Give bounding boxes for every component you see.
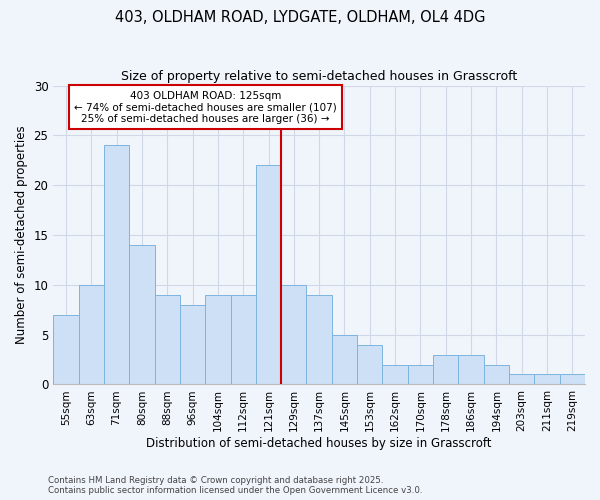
Bar — [560, 374, 585, 384]
Text: 403 OLDHAM ROAD: 125sqm
← 74% of semi-detached houses are smaller (107)
25% of s: 403 OLDHAM ROAD: 125sqm ← 74% of semi-de… — [74, 90, 337, 124]
Bar — [230, 295, 256, 384]
Bar — [332, 334, 357, 384]
Bar — [180, 305, 205, 384]
Bar — [53, 314, 79, 384]
Text: 403, OLDHAM ROAD, LYDGATE, OLDHAM, OL4 4DG: 403, OLDHAM ROAD, LYDGATE, OLDHAM, OL4 4… — [115, 10, 485, 25]
Bar — [129, 245, 155, 384]
Bar — [307, 295, 332, 384]
Bar — [458, 354, 484, 384]
Bar — [382, 364, 408, 384]
Bar — [104, 146, 129, 384]
Bar — [281, 285, 307, 384]
X-axis label: Distribution of semi-detached houses by size in Grasscroft: Distribution of semi-detached houses by … — [146, 437, 492, 450]
Bar — [357, 344, 382, 385]
Bar — [484, 364, 509, 384]
Bar — [155, 295, 180, 384]
Bar — [205, 295, 230, 384]
Bar — [256, 166, 281, 384]
Title: Size of property relative to semi-detached houses in Grasscroft: Size of property relative to semi-detach… — [121, 70, 517, 83]
Bar — [408, 364, 433, 384]
Y-axis label: Number of semi-detached properties: Number of semi-detached properties — [15, 126, 28, 344]
Text: Contains HM Land Registry data © Crown copyright and database right 2025.
Contai: Contains HM Land Registry data © Crown c… — [48, 476, 422, 495]
Bar — [535, 374, 560, 384]
Bar — [79, 285, 104, 384]
Bar — [433, 354, 458, 384]
Bar — [509, 374, 535, 384]
